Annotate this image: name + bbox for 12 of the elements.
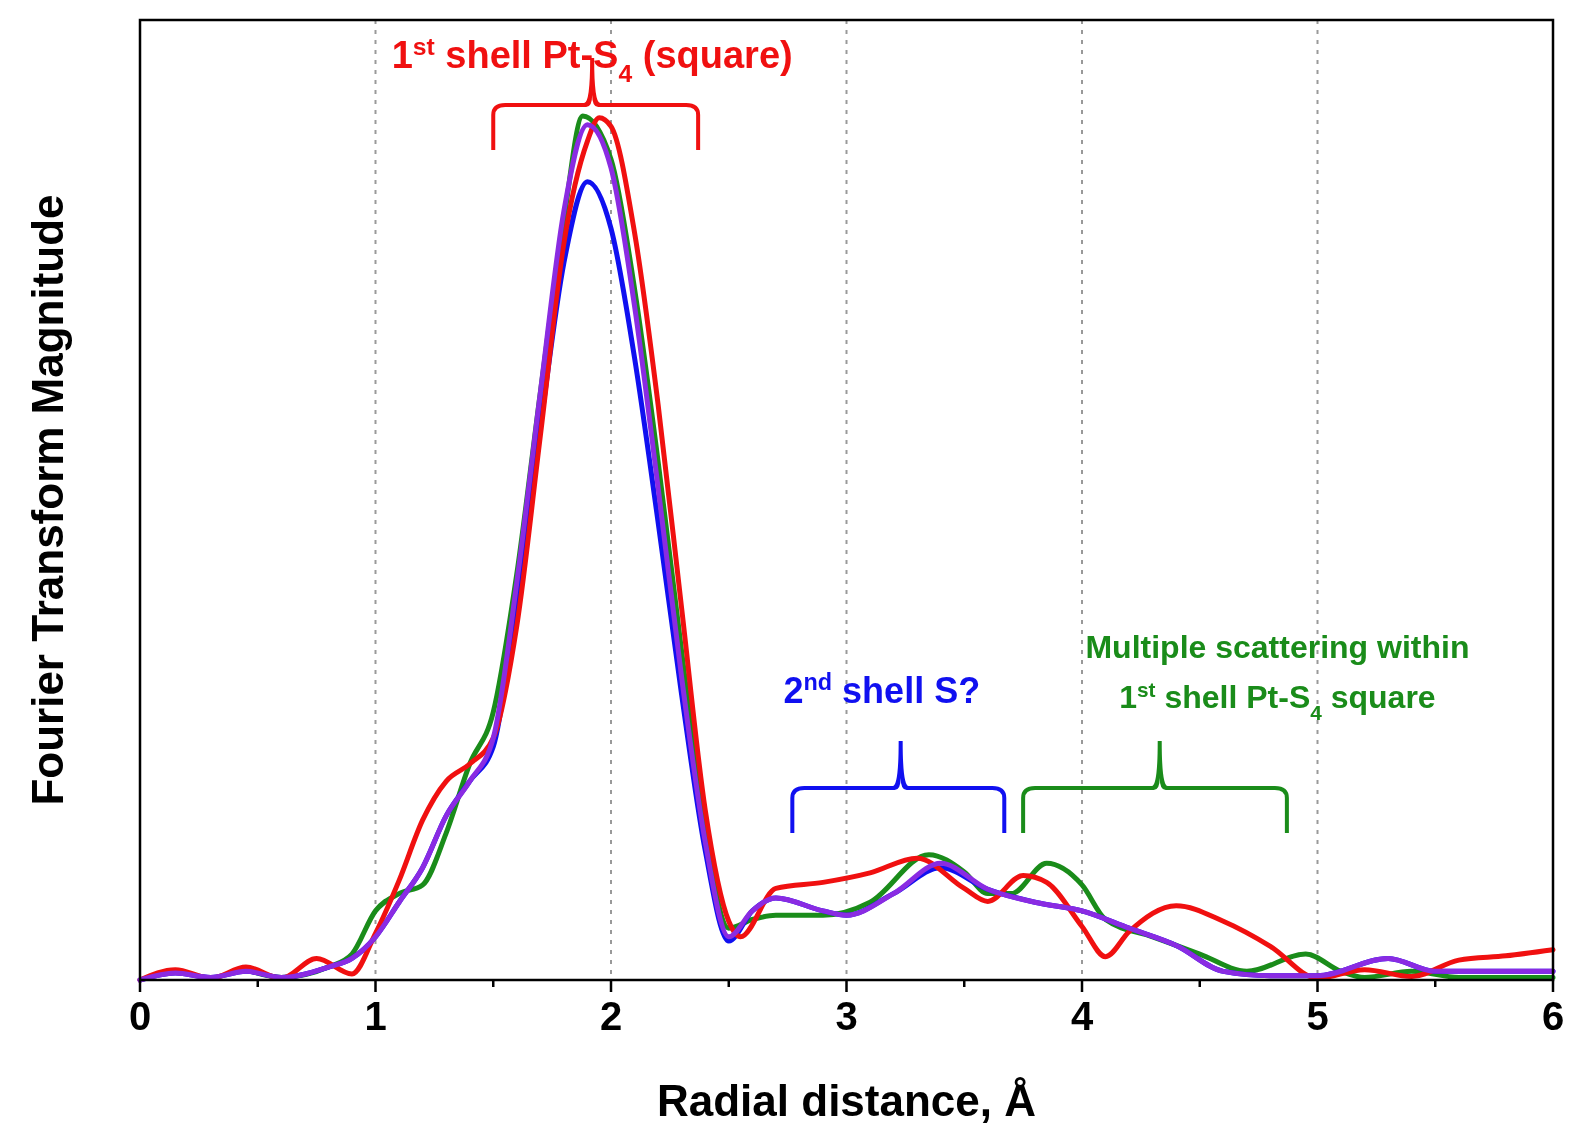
x-tick-label: 4 bbox=[1070, 994, 1094, 1038]
x-tick-label: 6 bbox=[1541, 994, 1565, 1038]
x-tick-label: 5 bbox=[1306, 994, 1329, 1038]
text: 1$^{st}$ shell Pt-S$_{4}$ (square) bbox=[391, 32, 793, 87]
x-axis-title: Radial distance, Å bbox=[656, 1076, 1037, 1125]
y-axis-title: Fourier Transform Magnitude bbox=[23, 194, 72, 806]
x-tick-label: 2 bbox=[599, 994, 623, 1038]
x-tick-label: 1 bbox=[364, 994, 387, 1038]
x-tick-label: 0 bbox=[128, 994, 152, 1038]
annotation: Multiple scattering within 1$^{st}$ shell Pt-S$_{4}$ square bbox=[1085, 629, 1470, 724]
x-tick-label: 3 bbox=[835, 994, 858, 1038]
annotation: 2$^{nd}$ shell S? bbox=[783, 669, 981, 711]
